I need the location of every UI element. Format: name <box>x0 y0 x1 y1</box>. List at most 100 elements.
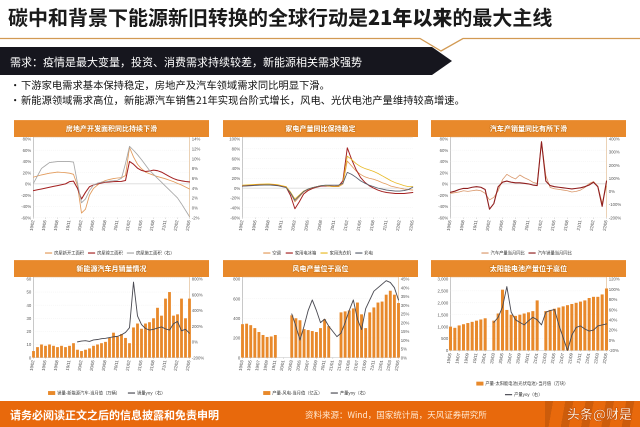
svg-text:60: 60 <box>26 277 31 282</box>
svg-text:30%: 30% <box>400 303 409 308</box>
svg-text:800: 800 <box>233 277 241 282</box>
svg-text:500: 500 <box>441 336 449 341</box>
svg-text:35%: 35% <box>400 294 409 299</box>
svg-text:-20%: -20% <box>609 348 619 353</box>
svg-text:600: 600 <box>233 296 241 301</box>
svg-text:-20%: -20% <box>21 193 31 198</box>
svg-text:20%: 20% <box>400 320 409 325</box>
svg-text:产量yoy（右）: 产量yoy（右） <box>514 391 542 398</box>
svg-text:400: 400 <box>233 316 241 321</box>
svg-text:20%: 20% <box>609 328 618 333</box>
svg-text:家用洗衣机: 家用洗衣机 <box>329 250 351 257</box>
svg-text:-60%: -60% <box>438 215 448 220</box>
svg-text:20%: 20% <box>231 176 240 181</box>
svg-text:产量-风电-当月值（亿瓦）: 产量-风电-当月值（亿瓦） <box>272 390 322 397</box>
svg-text:50: 50 <box>26 290 31 295</box>
svg-text:200%: 200% <box>609 163 620 168</box>
svg-text:60%: 60% <box>440 148 449 153</box>
svg-text:80%: 80% <box>231 146 240 151</box>
svg-text:20: 20 <box>26 329 31 334</box>
svg-text:0%: 0% <box>609 338 615 343</box>
svg-text:家电产量同比保持稳定: 家电产量同比保持稳定 <box>285 124 355 134</box>
svg-text:600%: 600% <box>192 292 203 297</box>
svg-text:产量yoy（右）: 产量yoy（右） <box>339 390 367 397</box>
svg-text:15%: 15% <box>400 329 409 334</box>
svg-text:10%: 10% <box>400 338 409 343</box>
svg-text:30: 30 <box>26 316 31 321</box>
svg-text:40%: 40% <box>400 285 409 290</box>
svg-text:房屋竣工面积: 房屋竣工面积 <box>97 250 123 257</box>
svg-text:20%: 20% <box>23 170 32 175</box>
svg-text:2,000: 2,000 <box>438 300 449 305</box>
svg-text:0%: 0% <box>234 186 240 191</box>
svg-text:120%: 120% <box>609 277 620 282</box>
svg-text:100%: 100% <box>229 137 240 142</box>
svg-text:-60%: -60% <box>21 215 31 220</box>
svg-text:房地产开发面积同比持续下滑: 房地产开发面积同比持续下滑 <box>66 124 157 134</box>
svg-text:房屋施工面积（右）: 房屋施工面积（右） <box>136 250 175 257</box>
svg-text:风电产量位于高位: 风电产量位于高位 <box>292 264 348 274</box>
svg-text:汽车产销量同比有所下滑: 汽车产销量同比有所下滑 <box>490 124 567 134</box>
svg-text:100%: 100% <box>609 287 620 292</box>
svg-text:300%: 300% <box>609 150 620 155</box>
svg-text:需求：疫情是最大变量，投资、消费需求持续较差，新能源相关需求: 需求：疫情是最大变量，投资、消费需求持续较差，新能源相关需求强势 <box>10 54 362 70</box>
svg-text:太阳能电池产量位于高位: 太阳能电池产量位于高位 <box>490 264 567 274</box>
svg-text:25%: 25% <box>400 312 409 317</box>
svg-text:400%: 400% <box>192 308 203 313</box>
svg-text:6%: 6% <box>192 176 198 181</box>
svg-text:60%: 60% <box>231 156 240 161</box>
svg-text:1,500: 1,500 <box>438 312 449 317</box>
svg-text:0%: 0% <box>192 205 198 210</box>
svg-text:80%: 80% <box>609 297 618 302</box>
svg-text:0%: 0% <box>192 340 198 345</box>
svg-text:0%: 0% <box>25 182 31 187</box>
svg-text:3,000: 3,000 <box>438 277 449 282</box>
svg-text:-200%: -200% <box>192 355 205 360</box>
svg-text:45%: 45% <box>400 277 409 282</box>
svg-text:-200%: -200% <box>609 215 622 220</box>
svg-text:40%: 40% <box>231 166 240 171</box>
svg-text:-40%: -40% <box>21 204 31 209</box>
svg-text:-40%: -40% <box>230 205 240 210</box>
svg-text:800%: 800% <box>192 277 203 282</box>
svg-text:-40%: -40% <box>438 204 448 209</box>
svg-text:空调: 空调 <box>272 250 281 257</box>
svg-text:汽车产量当月同比: 汽车产量当月同比 <box>491 250 526 257</box>
svg-text:彩电: 彩电 <box>364 250 373 257</box>
svg-text:家用电冰箱: 家用电冰箱 <box>294 250 316 257</box>
svg-text:2%: 2% <box>192 196 198 201</box>
svg-text:2,500: 2,500 <box>438 289 449 294</box>
svg-text:产量-太阳能电池(光伏电池)-当月值（万块）: 产量-太阳能电池(光伏电池)-当月值（万块） <box>485 380 568 387</box>
svg-text:5%: 5% <box>400 347 406 352</box>
svg-text:80%: 80% <box>440 137 449 142</box>
svg-text:60%: 60% <box>23 148 32 153</box>
svg-text:0%: 0% <box>400 355 406 360</box>
svg-text:40%: 40% <box>440 159 449 164</box>
svg-text:销量-新能源汽车-当月值（万辆）: 销量-新能源汽车-当月值（万辆） <box>57 390 120 397</box>
svg-text:20%: 20% <box>440 170 449 175</box>
svg-text:-20%: -20% <box>230 196 240 201</box>
svg-text:10: 10 <box>26 342 31 347</box>
svg-text:8%: 8% <box>192 166 198 171</box>
svg-text:200%: 200% <box>192 324 203 329</box>
svg-text:-20%: -20% <box>438 193 448 198</box>
svg-text:房屋新开工面积: 房屋新开工面积 <box>54 250 85 257</box>
svg-text:-100%: -100% <box>609 202 622 207</box>
svg-text:100%: 100% <box>609 176 620 181</box>
svg-text:40%: 40% <box>609 317 618 322</box>
svg-text:销量yoy（右）: 销量yoy（右） <box>137 390 165 397</box>
svg-text:40: 40 <box>26 303 31 308</box>
svg-text:60%: 60% <box>609 307 618 312</box>
svg-text:14%: 14% <box>192 137 201 142</box>
svg-text:10%: 10% <box>192 156 201 161</box>
svg-text:-2%: -2% <box>192 215 200 220</box>
svg-text:80%: 80% <box>23 137 32 142</box>
svg-text:4%: 4% <box>192 186 198 191</box>
svg-text:新能源汽车月销量情况: 新能源汽车月销量情况 <box>76 264 146 274</box>
svg-text:-60%: -60% <box>230 215 240 220</box>
svg-text:汽车销量当月同比: 汽车销量当月同比 <box>538 250 573 257</box>
svg-text:40%: 40% <box>23 159 32 164</box>
svg-text:1,000: 1,000 <box>438 324 449 329</box>
svg-text:0%: 0% <box>442 182 448 187</box>
svg-text:400%: 400% <box>609 137 620 142</box>
